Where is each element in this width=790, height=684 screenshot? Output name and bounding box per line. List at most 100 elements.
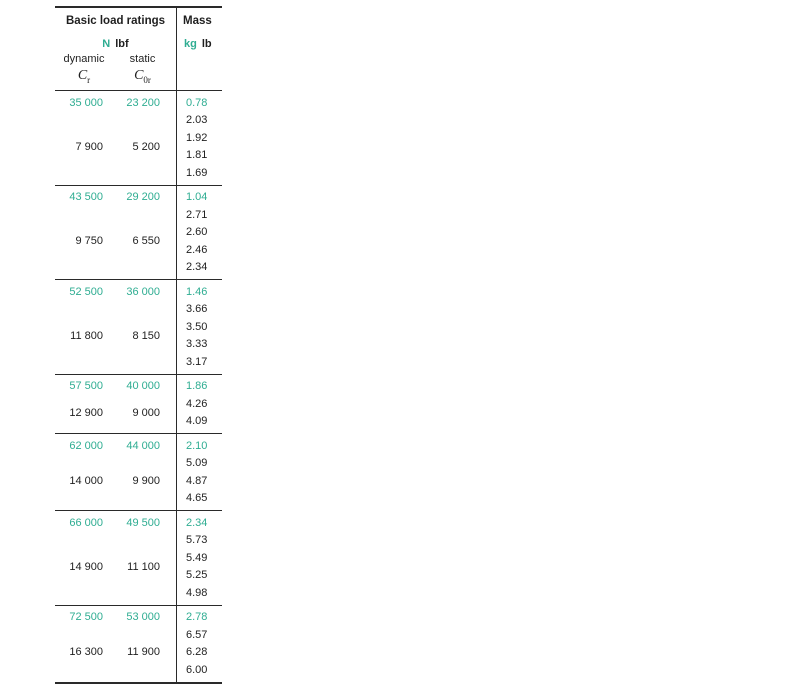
unit-lb-label: lb [201,38,212,50]
static-lbf-value: 8 150 [132,329,160,342]
mass-lb-value: 2.34 [186,261,208,274]
mass-lb-value: 5.49 [186,551,208,564]
bearing-specs-table: Basic load ratings N lbf dynamic static … [55,6,222,684]
newton-values-row: 52 500 36 000 [55,283,176,301]
dynamic-lbf-value: 14 900 [69,560,103,573]
load-ratings-cells: 57 500 40 000 12 900 9 000 [55,375,176,434]
mass-lb-value: 1.81 [186,149,208,162]
mass-lb-value: 3.33 [186,338,208,351]
newton-values-row: 57 500 40 000 [55,378,176,396]
mass-lb-value: 3.50 [186,320,208,333]
lbf-values-row: 14 000 9 900 [55,455,176,508]
table-row-group: 35 000 23 200 7 900 5 200 0.78 2.03 1.92 1… [55,90,222,185]
mass-lb-value: 1.69 [186,166,208,179]
static-label: static [129,53,156,65]
mass-lb-value: 4.09 [186,415,208,428]
dynamic-label: dynamic [63,53,105,65]
static-lbf-value: 11 100 [127,560,160,573]
mass-title: Mass [183,15,212,27]
mass-lb-value: 4.26 [186,397,208,410]
mass-lb-value: 6.28 [186,646,208,659]
table-row-group: 52 500 36 000 11 800 8 150 1.46 3.66 3.50… [55,279,222,374]
dynamic-symbol-cr: Cr [77,68,91,85]
load-ratings-units: N lbf [55,37,176,52]
static-n-value: 53 000 [126,611,160,624]
mass-cells: 1.04 2.71 2.60 2.46 2.34 [176,185,222,279]
load-ratings-title: Basic load ratings [65,15,166,27]
mass-kg-value: 1.86 [186,380,208,393]
mass-kg-value: 1.04 [186,191,208,204]
dynamic-n-value: 72 500 [69,611,103,624]
static-symbol-c0r: C0r [134,68,151,85]
newton-values-row: 35 000 23 200 [55,94,176,112]
newton-values-row: 72 500 53 000 [55,609,176,627]
mass-lb-value: 2.71 [186,208,208,221]
dynamic-n-value: 43 500 [69,191,103,204]
mass-lb-value: 4.87 [186,474,208,487]
mass-lb-value: 2.46 [186,243,208,256]
load-ratings-cells: 62 000 44 000 14 000 9 900 [55,434,176,510]
load-ratings-cells: 43 500 29 200 9 750 6 550 [55,186,176,280]
table-header: Basic load ratings N lbf dynamic static … [55,8,222,90]
lbf-values-row: 12 900 9 000 [55,395,176,430]
static-n-value: 44 000 [126,439,160,452]
dynamic-n-value: 66 000 [69,516,103,529]
dynamic-lbf-value: 11 800 [70,329,103,342]
unit-lbf-label: lbf [115,38,129,50]
mass-cells: 2.78 6.57 6.28 6.00 [176,605,222,682]
lbf-values-row: 16 300 11 900 [55,626,176,679]
mass-kg-value: 2.78 [186,611,208,624]
static-lbf-value: 5 200 [132,140,160,153]
mass-lb-value: 4.65 [186,492,208,505]
static-n-value: 49 500 [126,516,160,529]
static-lbf-value: 11 900 [127,646,160,659]
load-type-labels: dynamic static [55,52,176,67]
load-ratings-cells: 35 000 23 200 7 900 5 200 [55,91,176,185]
dynamic-lbf-value: 9 750 [75,235,103,247]
mass-lb-value: 3.17 [186,355,208,368]
mass-kg-value: 0.78 [186,96,208,109]
mass-lb-value: 6.57 [186,628,208,641]
dynamic-lbf-value: 14 000 [69,474,103,487]
table-row-group: 43 500 29 200 9 750 6 550 1.04 2.71 2.60 2… [55,184,222,280]
dynamic-n-value: 62 000 [69,439,103,452]
dynamic-lbf-value: 16 300 [69,646,103,659]
mass-kg-value: 2.34 [186,516,208,529]
dynamic-n-value: 35 000 [69,96,103,109]
dynamic-lbf-value: 7 900 [75,140,103,153]
mass-lb-value: 6.00 [186,663,208,676]
static-n-value: 40 000 [126,380,160,393]
mass-cells: 2.10 5.09 4.87 4.65 [176,434,222,510]
table-row-group: 57 500 40 000 12 900 9 000 1.86 4.26 4.09 [55,373,222,434]
mass-lb-value: 3.66 [186,303,208,316]
lbf-values-row: 14 900 11 100 [55,532,176,602]
dynamic-lbf-value: 12 900 [69,406,103,419]
mass-lb-value: 5.09 [186,457,208,470]
mass-lb-value: 2.03 [186,114,208,127]
static-n-value: 36 000 [126,285,160,298]
mass-cells: 2.34 5.73 5.49 5.25 4.98 [176,511,222,605]
mass-lb-value: 2.60 [186,226,208,239]
static-n-value: 29 200 [126,191,160,204]
mass-kg-value: 2.10 [186,439,208,452]
mass-cells: 1.46 3.66 3.50 3.33 3.17 [176,280,222,374]
mass-cells: 1.86 4.26 4.09 [176,374,222,433]
unit-kg-label: kg [184,38,197,50]
static-lbf-value: 9 900 [132,474,160,487]
table-row-group: 62 000 44 000 14 000 9 900 2.10 5.09 4.87… [55,433,222,510]
newton-values-row: 43 500 29 200 [55,189,176,207]
lbf-values-row: 9 750 6 550 [55,206,176,276]
static-lbf-value: 9 000 [132,406,160,419]
newton-values-row: 62 000 44 000 [55,437,176,455]
load-ratings-cells: 52 500 36 000 11 800 8 150 [55,280,176,374]
mass-kg-value: 1.46 [186,285,208,298]
newton-values-row: 66 000 49 500 [55,514,176,532]
dynamic-n-value: 57 500 [69,380,103,393]
static-lbf-value: 6 550 [132,235,160,247]
lbf-values-row: 7 900 5 200 [55,112,176,182]
unit-newton-label: N [102,38,111,50]
load-symbols: Cr C0r [55,66,176,90]
table-row-group: 72 500 53 000 16 300 11 900 2.78 6.57 6.2… [55,604,222,682]
load-ratings-cells: 66 000 49 500 14 900 11 100 [55,511,176,605]
